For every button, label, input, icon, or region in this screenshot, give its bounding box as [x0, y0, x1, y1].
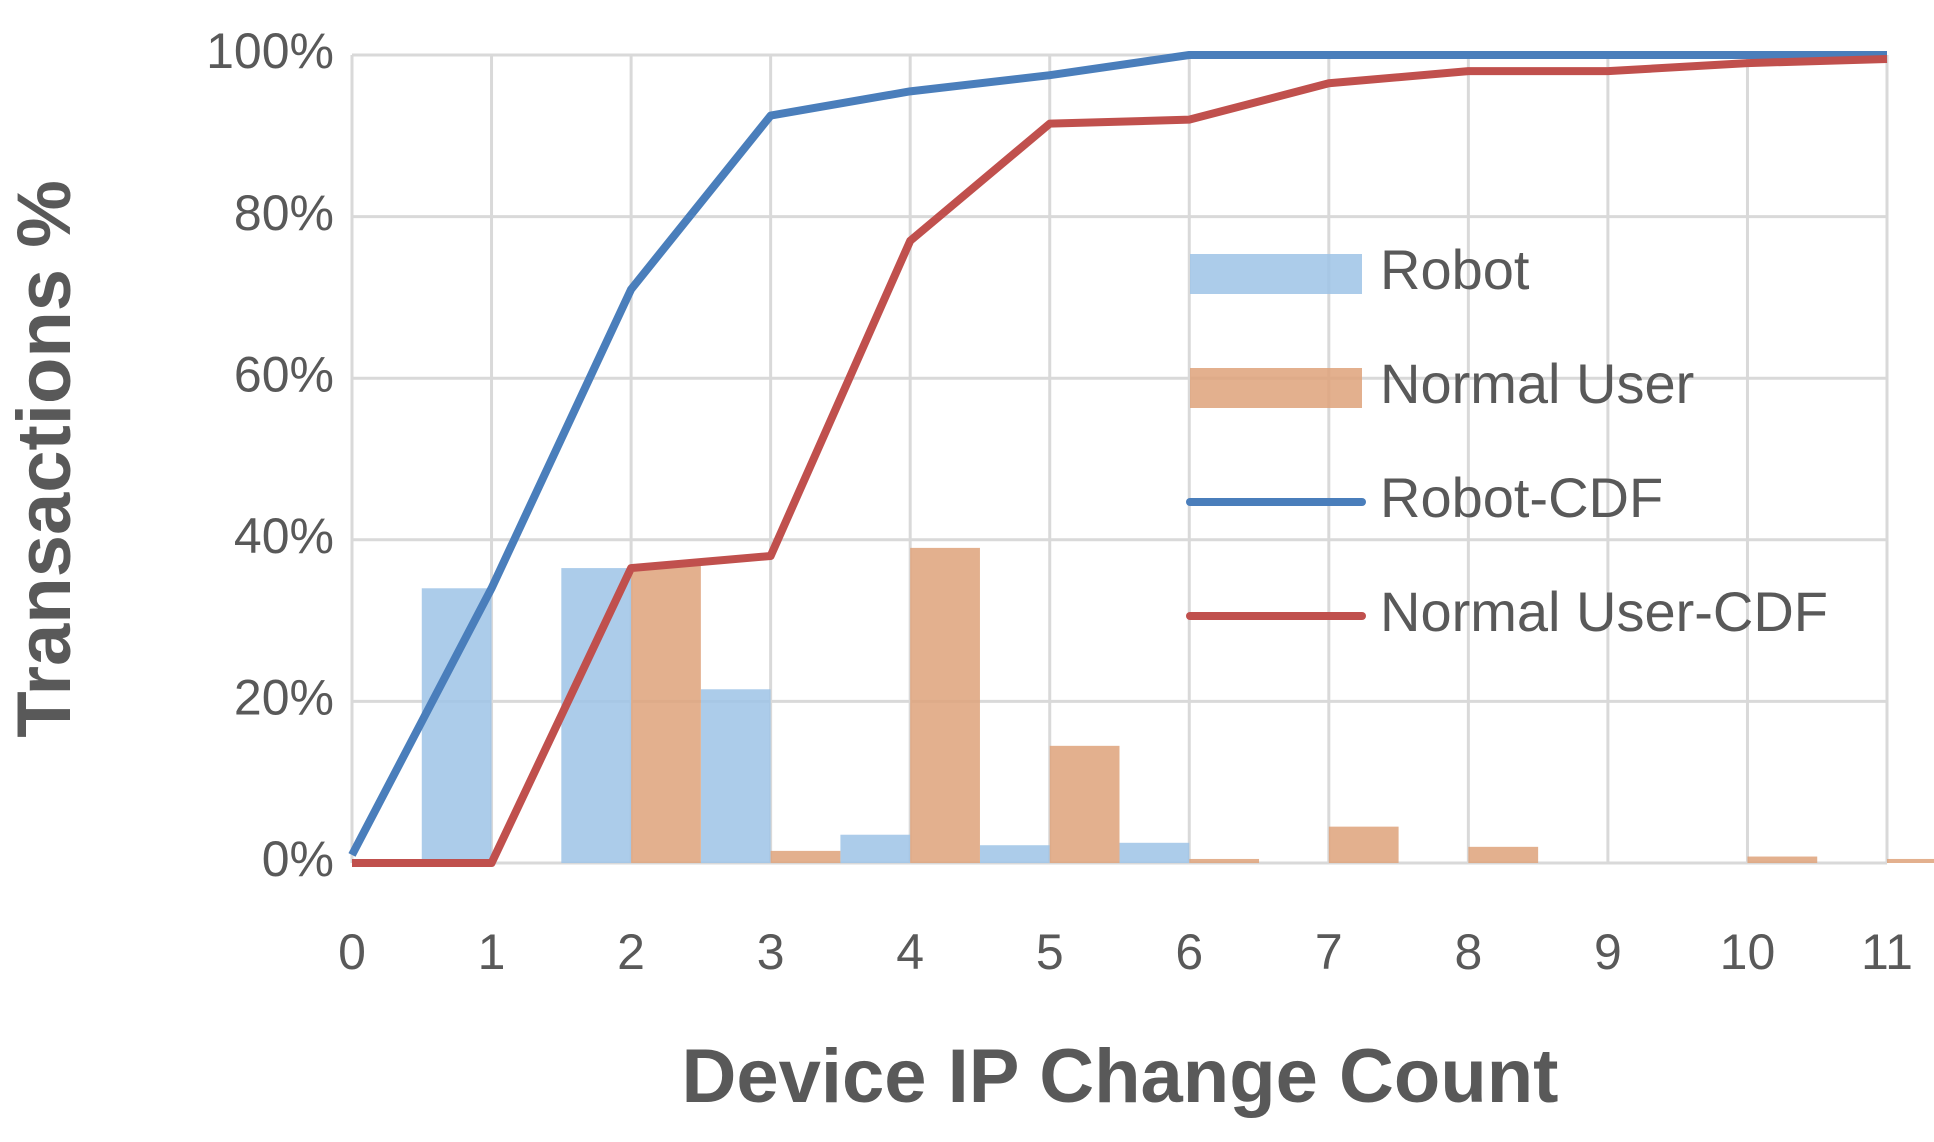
bar [1049, 745, 1120, 863]
x-tick-label: 10 [1720, 924, 1776, 980]
bar [770, 850, 841, 863]
legend-label: Robot [1380, 238, 1530, 301]
bar [1189, 858, 1260, 863]
legend-swatch [1190, 254, 1362, 294]
x-tick-label: 7 [1315, 924, 1343, 980]
cdf-line [352, 55, 1888, 867]
legend-swatch [1190, 368, 1362, 408]
x-tick-label: 4 [896, 924, 924, 980]
bar [700, 689, 771, 863]
x-tick-label: 3 [757, 924, 785, 980]
bar [631, 564, 701, 863]
x-tick-label: 2 [617, 924, 645, 980]
x-tick-label: 5 [1036, 924, 1064, 980]
bar [979, 845, 1050, 863]
y-tick-label: 60% [234, 346, 334, 402]
bar [1468, 846, 1539, 863]
x-axis-title: Device IP Change Count [681, 1034, 1558, 1119]
bar [1887, 858, 1934, 863]
y-tick-label: 0% [262, 831, 334, 887]
x-tick-label: 0 [338, 924, 366, 980]
x-tick-label: 1 [478, 924, 506, 980]
bar [1119, 842, 1190, 863]
bar [1747, 856, 1818, 863]
y-tick-label: 40% [234, 508, 334, 564]
bar [840, 834, 911, 863]
cdf-line [348, 51, 1887, 857]
bar [561, 568, 632, 863]
legend-label: Normal User-CDF [1380, 580, 1828, 643]
bar [1328, 826, 1399, 863]
y-tick-label: 80% [234, 185, 334, 241]
x-tick-label: 6 [1175, 924, 1203, 980]
x-tick-label: 8 [1454, 924, 1482, 980]
bar [421, 588, 492, 863]
x-tick-label: 11 [1861, 924, 1913, 980]
legend-label: Normal User [1380, 352, 1694, 415]
legend-label: Robot-CDF [1380, 466, 1663, 529]
bar [910, 547, 980, 863]
x-tick-label: 9 [1594, 924, 1622, 980]
y-tick-label: 100% [206, 23, 334, 79]
y-axis-title: Transactions % [2, 180, 87, 738]
y-tick-label: 20% [234, 670, 334, 726]
